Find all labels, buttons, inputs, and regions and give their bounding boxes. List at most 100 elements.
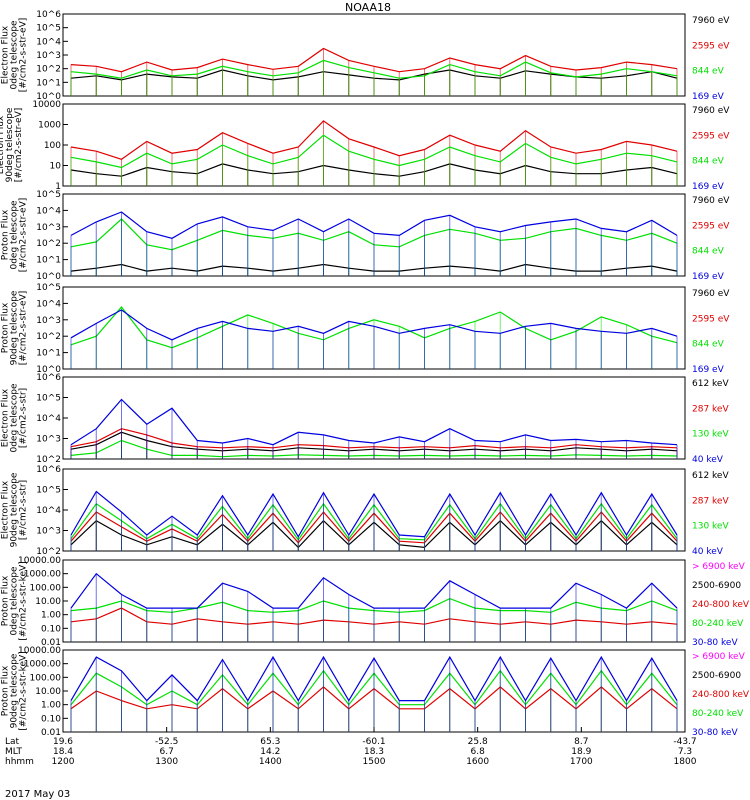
- x-tick-label-mlt: 18.9: [571, 747, 591, 757]
- y-axis-label-line: Proton Flux: [1, 665, 11, 716]
- legend-entry: 169 eV: [692, 182, 725, 192]
- y-tick-label: 10^1: [36, 78, 61, 88]
- y-tick-label: 1.00: [41, 611, 61, 621]
- y-tick-label: 10000.00: [18, 646, 61, 656]
- x-tick-label-mlt: 7.3: [678, 747, 692, 757]
- y-axis-label-line: Electron Flux: [1, 25, 11, 84]
- y-axis-label-line: [#/cm2-s-str-keV]: [19, 651, 29, 730]
- y-tick-label: 10^2: [36, 332, 61, 342]
- y-tick-label: 0.01: [41, 728, 61, 738]
- y-axis-label-line: Proton Flux: [1, 575, 11, 626]
- y-tick-label: 10000: [32, 100, 61, 110]
- legend-entry: 612 keV: [692, 379, 729, 389]
- y-axis-label-line: 90deg telescope: [10, 290, 20, 365]
- panel-5: 10^2 10^3 10^4 10^5 10^6 MEPEDElectron Flux0d…: [0, 373, 729, 465]
- y-tick-label: 10^2: [36, 455, 61, 465]
- y-tick-label: 10^2: [36, 547, 61, 557]
- y-tick-label: 10^3: [36, 316, 61, 326]
- y-tick-label: 10^3: [36, 51, 61, 61]
- y-axis-label-line: TED: [0, 46, 2, 65]
- panel-6: 10^2 10^3 10^4 10^5 10^6 MEPEDElectron Flux90…: [0, 465, 729, 557]
- panel-2: 1 10 100 1000 10000 Electron Flux90deg telesc…: [0, 100, 730, 192]
- panel-4: 10^0 10^1 10^2 10^3 10^4 10^5 TEDProton Flux90…: [0, 283, 730, 375]
- y-axis-label: MEPEDProton Flux0deg telescope[#/cm2-s-s…: [0, 561, 29, 640]
- y-tick-label: 100: [44, 141, 61, 151]
- legend-entry: 844 eV: [692, 157, 725, 167]
- legend-entry: 169 eV: [692, 272, 725, 282]
- y-tick-label: 10^4: [36, 206, 61, 216]
- y-axis-label-line: [#/cm2-s-str-eV]: [14, 108, 24, 183]
- y-axis-label-line: MEPED: [0, 494, 2, 526]
- x-row-label: Lat: [5, 737, 20, 747]
- x-tick-label-lat: -60.1: [362, 737, 385, 747]
- y-axis-label-line: 90deg telescope: [5, 107, 15, 182]
- x-tick-label-lat: 8.7: [574, 737, 588, 747]
- y-axis-label-line: 0deg telescope: [10, 566, 20, 636]
- x-tick-label-hhmm: 1700: [570, 757, 593, 767]
- legend-entry: 80-240 keV: [692, 709, 744, 719]
- x-tick-label-hhmm: 1400: [259, 757, 282, 767]
- y-tick-label: 1: [55, 182, 61, 192]
- y-tick-label: 10^5: [36, 486, 61, 496]
- x-tick-label-hhmm: 1300: [155, 757, 178, 767]
- panel-1: 10^0 10^1 10^2 10^3 10^4 10^5 10^6 TEDElectron …: [0, 10, 730, 102]
- y-tick-label: 10.00: [35, 597, 61, 607]
- y-axis-label-line: TED: [0, 319, 2, 338]
- y-tick-label: 10: [50, 162, 62, 172]
- panel-3: 10^0 10^1 10^2 10^3 10^4 10^5 TEDProton Flux0d…: [0, 190, 730, 282]
- y-tick-label: 10000.00: [18, 556, 61, 566]
- legend-entry: 2595 eV: [692, 221, 730, 231]
- y-axis-label-line: MEPED: [0, 675, 2, 707]
- y-tick-label: 10^6: [36, 373, 61, 383]
- y-tick-label: 0.01: [41, 638, 61, 648]
- x-tick-label-mlt: 6.7: [160, 747, 174, 757]
- y-axis-label-line: Proton Flux: [1, 209, 11, 260]
- y-axis-label-line: [#/cm2-s-str-keV]: [19, 561, 29, 640]
- legend-entry: 844 eV: [692, 247, 725, 257]
- y-axis-label-line: Proton Flux: [1, 302, 11, 353]
- date-label: 2017 May 03: [5, 789, 70, 800]
- y-axis-label: MEPEDProton Flux90deg telescope[#/cm2-s-…: [0, 651, 29, 730]
- legend-entry: 7960 eV: [692, 289, 730, 299]
- legend-entry: 7960 eV: [692, 16, 730, 26]
- x-tick-label-mlt: 18.4: [53, 747, 73, 757]
- x-row-label: hhmm: [5, 757, 34, 767]
- legend-entry: 612 keV: [692, 471, 729, 481]
- y-axis-label-line: [#/cm2-s-str-eV]: [19, 18, 29, 93]
- legend-entry: > 6900 keV: [692, 562, 746, 572]
- x-tick-label-mlt: 6.8: [471, 747, 486, 757]
- y-tick-label: 10^5: [36, 190, 61, 200]
- legend-entry: 287 keV: [692, 404, 729, 414]
- legend-entry: 2595 eV: [692, 314, 730, 324]
- y-axis-label: TEDElectron Flux0deg telescope[#/cm2-s-s…: [0, 18, 29, 93]
- legend-entry: 80-240 keV: [692, 619, 744, 629]
- legend-entry: 30-80 keV: [692, 728, 738, 738]
- y-axis-label: MEPEDElectron Flux0deg telescope[#/cm2-s…: [0, 383, 29, 453]
- x-tick-label-hhmm: 1500: [363, 757, 386, 767]
- y-tick-label: 10^4: [36, 506, 61, 516]
- y-axis-label: MEPEDElectron Flux90deg telescope[#/cm2-…: [0, 472, 29, 547]
- y-tick-label: 10^2: [36, 239, 61, 249]
- y-tick-label: 10^2: [36, 65, 61, 75]
- figure-title: NOAA18: [345, 1, 391, 14]
- y-axis-label-line: [#/cm2-s-str]: [19, 480, 29, 540]
- series-line: [70, 398, 678, 446]
- y-axis-label: TEDProton Flux90deg telescope[#/cm2-s-st…: [0, 290, 29, 365]
- y-axis-label: TEDProton Flux0deg telescope[#/cm2-s-str…: [0, 198, 29, 273]
- y-tick-label: 10^6: [36, 465, 61, 475]
- legend-entry: 844 eV: [692, 340, 725, 350]
- y-tick-label: 100.00: [30, 583, 62, 593]
- legend-entry: > 6900 keV: [692, 652, 746, 662]
- y-tick-label: 10^5: [36, 283, 61, 293]
- legend-entry: 2500-6900: [692, 581, 741, 591]
- y-tick-label: 10^3: [36, 435, 61, 445]
- legend-entry: 7960 eV: [692, 196, 730, 206]
- x-row-label: MLT: [5, 747, 23, 757]
- y-axis-label-line: [#/cm2-s-str-eV]: [19, 291, 29, 366]
- legend-entry: 130 keV: [692, 522, 729, 532]
- legend-entry: 169 eV: [692, 92, 725, 102]
- x-tick-label-lat: -43.7: [673, 737, 696, 747]
- y-axis-label-line: MEPED: [0, 402, 2, 434]
- y-axis-label-line: [#/cm2-s-str-eV]: [19, 198, 29, 273]
